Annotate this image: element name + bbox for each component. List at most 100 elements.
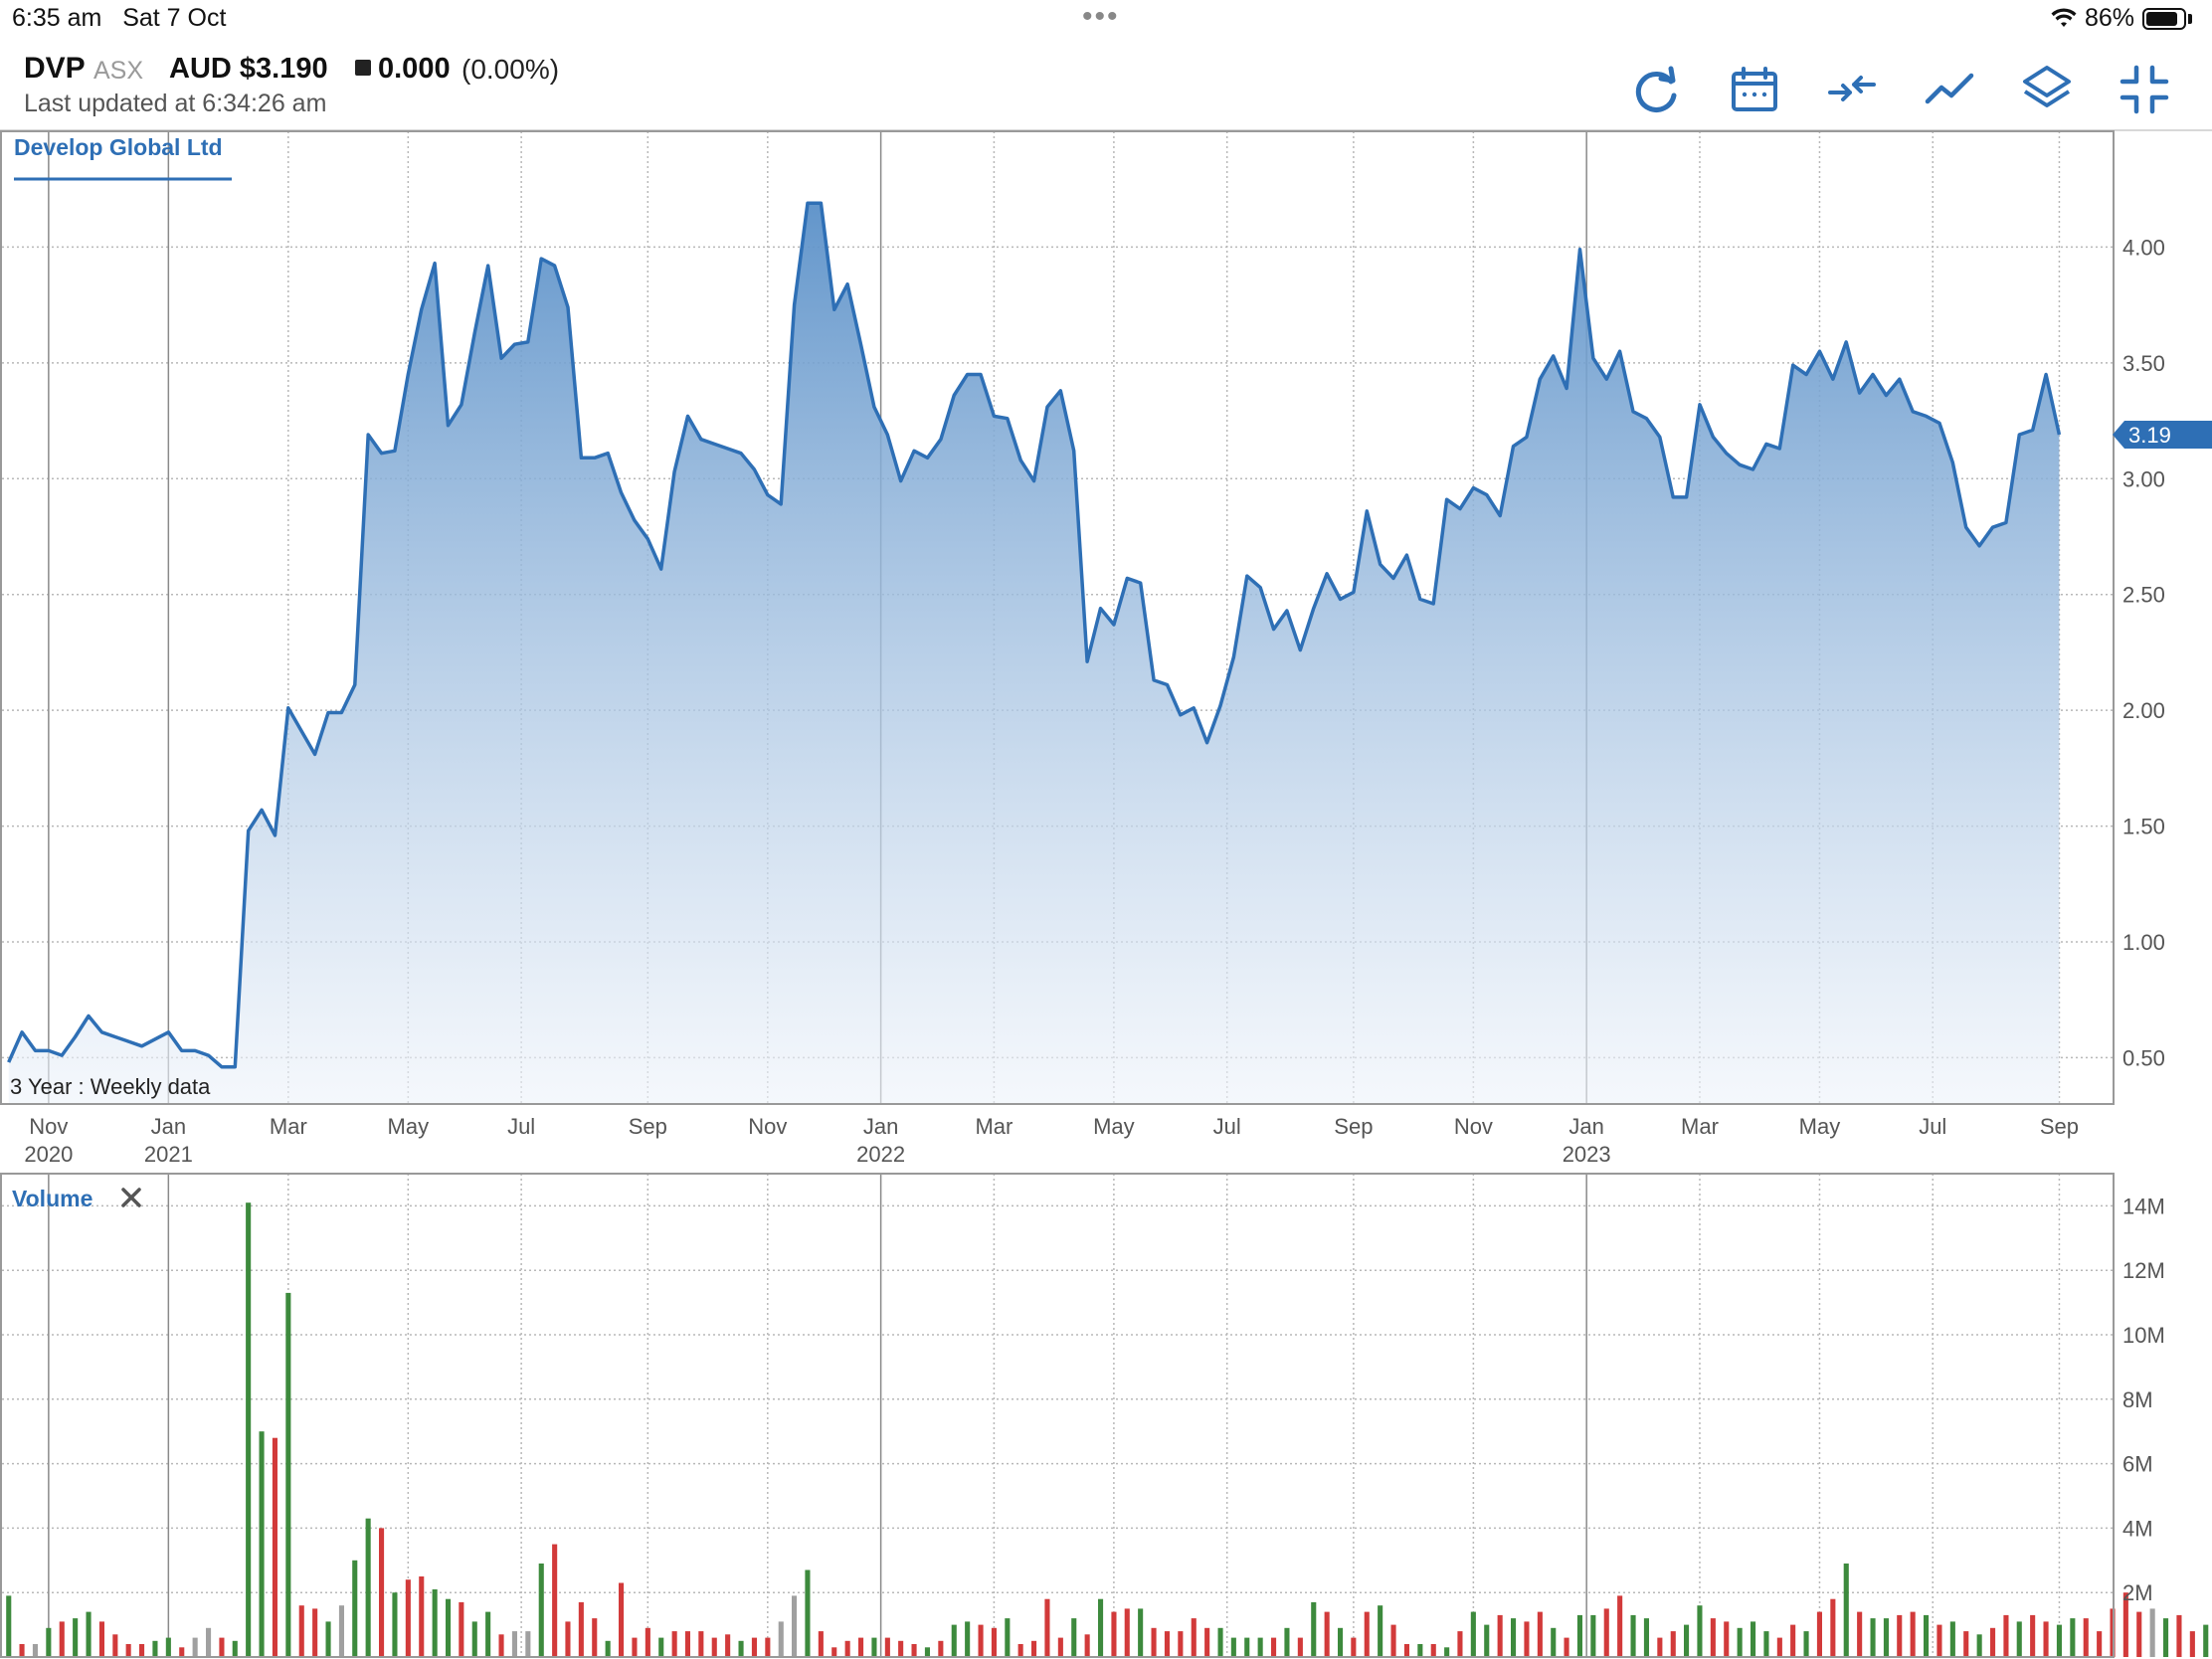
layers-button[interactable] <box>2017 60 2077 119</box>
current-price-tag: 3.19 <box>2113 421 2212 450</box>
volume-bar <box>911 1644 917 1657</box>
volume-bar <box>165 1637 171 1657</box>
volume-bar <box>511 1631 517 1657</box>
volume-bar <box>1378 1605 1383 1657</box>
volume-bar <box>1351 1637 1357 1657</box>
volume-bar <box>1816 1611 1822 1657</box>
volume-bar <box>1936 1624 1942 1657</box>
price-axis-label: 2.00 <box>2122 698 2165 723</box>
volume-bar <box>1044 1598 1050 1657</box>
price-area <box>8 203 2060 1104</box>
volume-bar <box>684 1631 690 1657</box>
price-panel-frame <box>0 130 2115 1105</box>
date-range-button[interactable] <box>1725 60 1784 119</box>
volume-bar <box>924 1647 930 1657</box>
volume-bar <box>884 1637 890 1657</box>
volume-title: Volume <box>12 1186 92 1211</box>
compare-icon <box>1828 76 1876 101</box>
volume-bar <box>98 1621 104 1657</box>
x-axis-label: Jul <box>1213 1114 1241 1139</box>
volume-axis-label: 14M <box>2122 1194 2165 1218</box>
refresh-button[interactable] <box>1627 60 1687 119</box>
x-axis-label: Jan <box>1568 1114 1603 1139</box>
volume-bar <box>1098 1598 1104 1657</box>
x-axis-label: Mar <box>975 1114 1013 1139</box>
volume-axis-label: 4M <box>2122 1516 2153 1541</box>
volume-bar <box>379 1528 385 1657</box>
volume-bar <box>1630 1614 1636 1657</box>
stock-chart[interactable]: 0.50 1.00 1.50 2.00 2.50 3.00 3.50 4.00 2M 4M 6M 8M… <box>0 129 2212 1659</box>
volume-panel-frame <box>0 1173 2115 1658</box>
volume-bar <box>1191 1618 1197 1657</box>
volume-bar <box>525 1631 531 1657</box>
collapse-icon <box>2120 65 2169 114</box>
volume-bar <box>1924 1614 1930 1657</box>
quote-header: DVP ASX AUD $3.190 0.000 (0.00%) Last up… <box>0 40 2212 131</box>
volume-bar <box>1257 1637 1263 1657</box>
volume-bar <box>965 1621 971 1657</box>
volume-bar <box>1057 1637 1063 1657</box>
volume-bar <box>1151 1627 1157 1657</box>
volume-bar <box>1311 1601 1317 1657</box>
volume-bar <box>858 1637 864 1657</box>
volume-bar <box>658 1637 664 1657</box>
volume-bar <box>179 1647 185 1657</box>
volume-axis-label: 2M <box>2122 1580 2153 1605</box>
volume-bar <box>1084 1634 1090 1657</box>
volume-bar <box>1963 1631 1969 1657</box>
compare-button[interactable] <box>1822 60 1882 119</box>
volume-bar <box>338 1605 344 1657</box>
volume-bar <box>1537 1611 1543 1657</box>
x-axis-label: Sep <box>2040 1114 2079 1139</box>
collapse-button[interactable] <box>2115 60 2174 119</box>
refresh-icon <box>1635 66 1677 112</box>
volume-bar <box>1790 1624 1796 1657</box>
volume-bar <box>1830 1598 1836 1657</box>
volume-bar <box>1324 1611 1330 1657</box>
volume-bar <box>365 1518 371 1657</box>
volume-bar <box>1603 1608 1609 1657</box>
price-axis-label: 0.50 <box>2122 1045 2165 1070</box>
line-chart-icon <box>1925 73 1974 104</box>
status-bar: 6:35 am Sat 7 Oct ••• 86% <box>0 0 2212 40</box>
volume-bar <box>1031 1640 1037 1657</box>
battery-percent: 86% <box>2084 4 2134 32</box>
volume-bar <box>1338 1627 1344 1657</box>
volume-bar <box>1670 1631 1676 1657</box>
volume-bar <box>2136 1611 2142 1657</box>
price-axis-label: 1.50 <box>2122 815 2165 839</box>
x-axis-label: Jan <box>151 1114 186 1139</box>
price-axis-label: 3.00 <box>2122 466 2165 491</box>
price-line <box>7 201 2062 1069</box>
volume-bar <box>152 1640 158 1657</box>
volume-bar <box>285 1292 291 1657</box>
volume-bar <box>59 1621 65 1657</box>
volume-bar <box>1284 1627 1290 1657</box>
close-volume-button[interactable] <box>121 1188 141 1207</box>
x-axis-label: May <box>1799 1114 1841 1139</box>
volume-bar <box>485 1611 491 1657</box>
volume-bar <box>792 1595 798 1657</box>
volume-bar <box>1870 1618 1876 1657</box>
volume-bar <box>1763 1631 1769 1657</box>
volume-bar <box>1897 1614 1903 1657</box>
x-axis-label: Sep <box>629 1114 667 1139</box>
volume-bar <box>1017 1644 1023 1657</box>
layers-icon <box>2023 66 2071 107</box>
chart-type-button[interactable] <box>1920 60 1979 119</box>
volume-bar <box>1230 1637 1236 1657</box>
volume-bar <box>219 1637 225 1657</box>
volume-bar <box>805 1569 811 1657</box>
multitasking-dots-icon[interactable]: ••• <box>1082 0 1120 33</box>
volume-bar <box>1164 1631 1170 1657</box>
volume-bar <box>1724 1621 1730 1657</box>
volume-bar <box>578 1601 584 1657</box>
volume-bar <box>259 1431 265 1657</box>
x-axis-year-label: 2022 <box>856 1142 905 1167</box>
volume-bar <box>1071 1618 1077 1657</box>
price-change: 0.000 <box>378 53 451 85</box>
volume-bar <box>1857 1611 1863 1657</box>
volume-bar <box>46 1627 52 1657</box>
x-axis-label: Nov <box>748 1114 787 1139</box>
volume-bar <box>671 1631 677 1657</box>
